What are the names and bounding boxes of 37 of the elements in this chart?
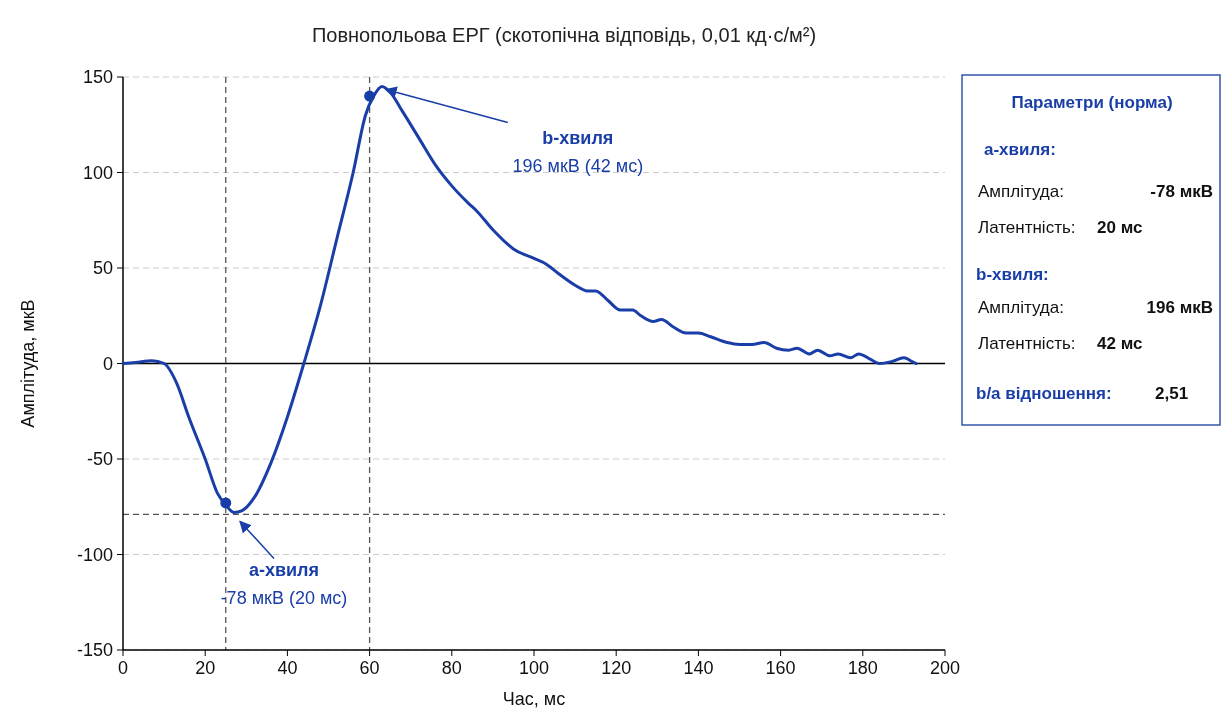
text: Латентність: (978, 334, 1076, 353)
y-tick-label: -100 (76, 544, 113, 565)
text: 196 мкВ (1146, 298, 1213, 317)
y-axis-title: Амплітуда, мкВ (18, 299, 38, 428)
text: Латентність: (978, 218, 1076, 237)
text: 2,51 (1155, 384, 1189, 403)
text: 42 мс (1097, 334, 1143, 353)
x-tick-label: 100 (518, 658, 550, 678)
x-tick-label: 60 (359, 658, 380, 678)
text: 20 мс (1097, 218, 1143, 237)
x-tick-label: 160 (765, 658, 796, 678)
text: -78 мкВ (1150, 182, 1213, 201)
y-tick-label: -150 (76, 640, 113, 661)
x-tick-label: 200 (929, 658, 961, 678)
x-tick-label: 140 (683, 658, 714, 678)
x-tick-label: 180 (847, 658, 878, 678)
y-tick-label: 0 (102, 353, 113, 374)
text: b-хвиля: (976, 265, 1049, 284)
x-axis-title: Час, мс (502, 689, 566, 709)
x-tick-label: 20 (195, 658, 216, 678)
text: Параметри (норма) (1011, 93, 1173, 112)
annotation: a-хвиля -78 мкВ (20 мс) (220, 560, 348, 609)
annotation: b-хвиля 196 мкВ (42 мс) (512, 127, 644, 176)
chart-title: Повнопольова ЕРГ (скотопічна відповідь, 0,01 кд·с/м²) (311, 24, 817, 46)
x-tick-label: 0 (117, 658, 129, 678)
text: Амплітуда: (978, 298, 1064, 317)
line-series (121, 85, 918, 514)
text: b/a відношення: (976, 384, 1112, 403)
y-tick-label: 100 (82, 162, 113, 183)
y-tick-label: 50 (92, 258, 113, 279)
y-tick-label: 150 (82, 67, 113, 88)
y-tick-label: -50 (86, 449, 113, 470)
text: Амплітуда: (978, 182, 1064, 201)
x-tick-label: 120 (601, 658, 632, 678)
x-tick-label: 80 (441, 658, 462, 678)
text: a-хвиля: (984, 140, 1056, 159)
x-tick-label: 40 (277, 658, 298, 678)
